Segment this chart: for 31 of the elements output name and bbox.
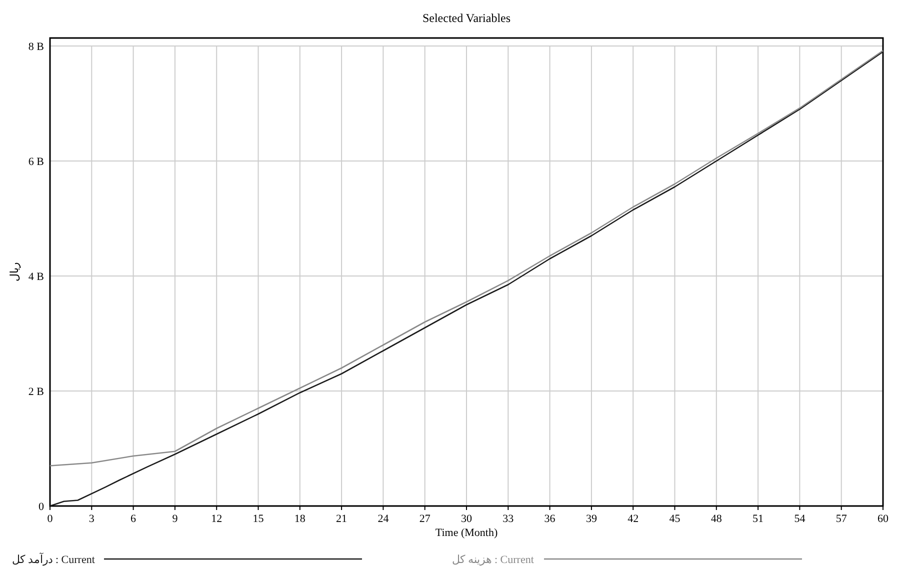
y-axis-title: ریال bbox=[9, 262, 21, 282]
text: درآمد کل : Current bbox=[12, 553, 95, 566]
x-tick-label: 0 bbox=[47, 513, 54, 525]
x-tick-label: 36 bbox=[544, 513, 556, 525]
x-tick-label: 15 bbox=[252, 513, 264, 525]
x-tick-label: 51 bbox=[752, 513, 764, 525]
y-tick-label: 2 B bbox=[28, 386, 44, 398]
x-tick-label: 60 bbox=[878, 513, 889, 525]
text: هزینه کل : Current bbox=[452, 554, 534, 566]
x-tick-label: 3 bbox=[88, 513, 95, 525]
x-axis-title: Time (Month) bbox=[435, 527, 498, 539]
x-tick-label: 45 bbox=[669, 513, 681, 525]
y-tick-label: 6 B bbox=[28, 156, 44, 168]
x-tick-label: 30 bbox=[461, 513, 472, 525]
y-tick-label: 8 B bbox=[28, 41, 44, 53]
x-tick-label: 48 bbox=[710, 513, 722, 525]
x-tick-label: 33 bbox=[502, 513, 514, 525]
x-tick-label: 6 bbox=[130, 513, 137, 525]
x-tick-label: 39 bbox=[586, 513, 598, 525]
x-tick-label: 18 bbox=[294, 513, 306, 525]
x-tick-label: 9 bbox=[172, 513, 178, 525]
x-tick-label: 21 bbox=[336, 513, 348, 525]
y-tick-label: 4 B bbox=[28, 271, 44, 283]
chart-title: Selected Variables bbox=[422, 11, 511, 25]
x-tick-label: 54 bbox=[794, 513, 806, 525]
x-tick-label: 12 bbox=[211, 513, 222, 525]
x-tick-label: 42 bbox=[628, 513, 639, 525]
x-tick-label: 27 bbox=[419, 513, 431, 525]
x-tick-label: 24 bbox=[378, 513, 390, 525]
x-tick-label: 57 bbox=[836, 513, 848, 525]
y-tick-label: 0 bbox=[38, 501, 44, 513]
